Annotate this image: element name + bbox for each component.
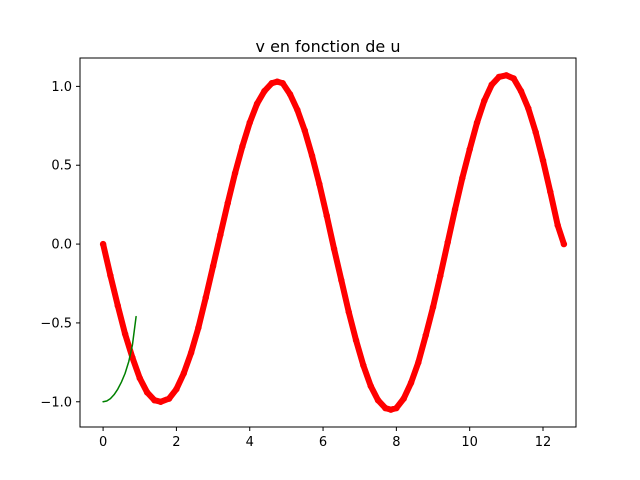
series-1-point — [481, 97, 488, 104]
series-1-point — [151, 396, 158, 404]
series-1-point — [352, 337, 360, 344]
series-1-point — [136, 374, 143, 382]
y-tick-label: −0.5 — [40, 316, 72, 331]
series-1-point — [165, 395, 173, 402]
series-1-point — [345, 308, 352, 316]
series-1-point — [239, 143, 246, 150]
series-1-point — [554, 221, 561, 229]
series-1-point — [114, 302, 121, 309]
series-1-point — [429, 303, 437, 311]
series-1-point — [539, 157, 547, 164]
series-1-point — [360, 362, 367, 369]
series-1-point — [488, 81, 495, 89]
series-1-point — [268, 80, 275, 87]
series-1-point — [393, 404, 400, 412]
series-1-point — [532, 128, 539, 136]
x-tick-label: 12 — [535, 435, 552, 450]
series-1-point — [253, 100, 261, 107]
series-1-point — [99, 240, 107, 248]
series-2-line — [102, 315, 137, 403]
y-tick-label: −1.0 — [40, 395, 72, 410]
series-1-point — [157, 398, 164, 405]
series-1-point — [231, 169, 239, 177]
series-1-point — [224, 199, 231, 207]
series-1-point — [525, 105, 532, 112]
series-1-point — [459, 174, 466, 182]
x-tick-label: 4 — [246, 435, 254, 450]
series-1-point — [274, 78, 281, 85]
series-1-point — [202, 294, 209, 301]
series-1-point — [107, 272, 114, 279]
chart-title: v en fonction de u — [256, 37, 401, 56]
series-1-point — [129, 354, 136, 361]
y-tick-label: 0.5 — [51, 159, 72, 174]
series-1-point — [560, 240, 568, 248]
series-1-point — [217, 231, 224, 238]
series-1-point — [323, 212, 330, 219]
series-1-point — [330, 245, 338, 253]
series-1-point — [308, 152, 316, 159]
x-tick-label: 10 — [461, 435, 478, 450]
plot-area — [99, 72, 568, 413]
series-1-point — [437, 272, 444, 279]
series-1-point — [387, 406, 395, 413]
series-1-point — [294, 106, 301, 114]
series-1-point — [261, 87, 268, 95]
x-tick-label: 8 — [392, 435, 400, 450]
series-1-point — [547, 188, 554, 196]
x-tick-label: 6 — [319, 435, 327, 450]
series-1-point — [510, 75, 517, 82]
series-1-point — [187, 349, 195, 357]
x-axis: 0 2 4 6 8 10 12 — [99, 427, 551, 450]
series-1-point — [246, 119, 253, 126]
series-1-point — [422, 332, 429, 339]
series-1-point — [301, 127, 308, 134]
series-1-point — [444, 239, 451, 246]
series-1-point — [121, 330, 129, 338]
series-1-point — [374, 396, 382, 404]
series-1-point — [415, 359, 422, 366]
series-1-point — [316, 180, 323, 188]
series-1-point — [466, 146, 473, 153]
series-1-point — [503, 72, 510, 79]
y-tick-label: 0.0 — [51, 238, 72, 253]
series-1-point — [209, 262, 217, 270]
series-1-point — [180, 370, 187, 377]
x-tick-label: 0 — [99, 435, 107, 450]
series-1-point — [173, 385, 180, 393]
series-1-point — [195, 324, 202, 331]
series-1-point — [451, 206, 459, 213]
x-tick-label: 2 — [172, 435, 180, 450]
y-tick-label: 1.0 — [51, 80, 72, 95]
series-1-point — [382, 404, 389, 412]
series-1-point — [143, 389, 151, 396]
series-1-point — [517, 87, 525, 95]
series-1-point — [338, 277, 345, 284]
y-axis: −1.0 −0.5 0.0 0.5 1.0 — [40, 80, 80, 410]
series-1-point — [473, 119, 481, 126]
series-1-point — [367, 382, 374, 390]
series-1-point — [279, 80, 286, 87]
series-1-point — [286, 91, 294, 98]
axes-frame — [79, 57, 577, 428]
series-1-point — [495, 73, 503, 81]
series-1-point — [407, 379, 415, 387]
series-1-point — [400, 395, 407, 402]
